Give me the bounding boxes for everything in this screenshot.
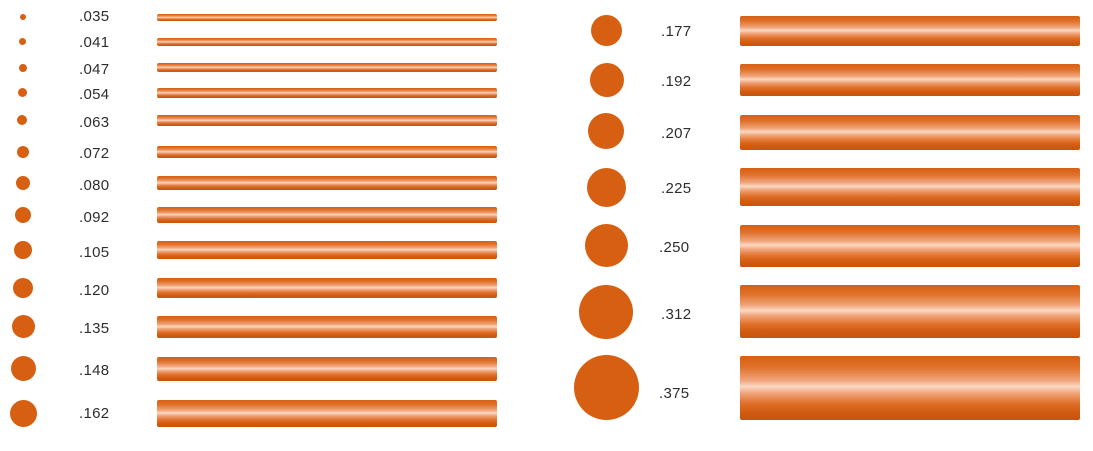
cross-section-dot <box>17 146 29 158</box>
rod-bar <box>157 115 497 126</box>
rod-bar <box>157 278 497 298</box>
cross-section-dot <box>12 315 35 338</box>
rod-bar <box>157 357 497 381</box>
size-label: .312 <box>661 306 692 323</box>
cross-section-dot <box>587 168 626 207</box>
cross-section-dot <box>19 64 27 72</box>
cross-section-dot <box>14 241 32 259</box>
cross-section-dot <box>585 224 628 267</box>
rod-bar <box>740 16 1080 46</box>
size-label: .041 <box>79 34 110 51</box>
rod-bar <box>157 146 497 158</box>
cross-section-dot <box>11 356 36 381</box>
size-label: .250 <box>659 239 690 256</box>
cross-section-dot <box>18 88 27 97</box>
size-label: .120 <box>79 282 110 299</box>
size-label: .148 <box>79 362 110 379</box>
rod-bar <box>157 63 497 72</box>
cross-section-dot <box>590 63 624 97</box>
cross-section-dot <box>19 38 26 45</box>
rod-bar <box>157 176 497 190</box>
size-label: .054 <box>79 86 110 103</box>
cross-section-dot <box>15 207 31 223</box>
cross-section-dot <box>579 285 633 339</box>
size-label: .105 <box>79 244 110 261</box>
cross-section-dot <box>10 400 37 427</box>
size-label: .207 <box>661 125 692 142</box>
rod-bar <box>157 400 497 427</box>
size-label: .225 <box>661 180 692 197</box>
rod-bar <box>157 88 497 98</box>
rod-bar <box>157 207 497 223</box>
size-label: .035 <box>79 8 110 25</box>
cross-section-dot <box>588 113 624 149</box>
size-label: .092 <box>79 209 110 226</box>
cross-section-dot <box>13 278 33 298</box>
rod-bar <box>157 38 497 46</box>
size-label: .072 <box>79 145 110 162</box>
size-label: .047 <box>79 61 110 78</box>
rod-bar <box>157 14 497 21</box>
rod-bar <box>740 115 1080 150</box>
rod-bar <box>157 241 497 259</box>
size-label: .080 <box>79 177 110 194</box>
rod-bar <box>740 356 1080 420</box>
size-label: .375 <box>659 385 690 402</box>
rod-bar <box>740 285 1080 338</box>
size-label: .063 <box>79 114 110 131</box>
cross-section-dot <box>591 15 622 46</box>
size-label: .135 <box>79 320 110 337</box>
size-label: .177 <box>661 23 692 40</box>
cross-section-dot <box>574 355 639 420</box>
cross-section-dot <box>20 14 26 20</box>
size-label: .192 <box>661 73 692 90</box>
rod-bar <box>157 316 497 338</box>
rod-bar <box>740 225 1080 267</box>
cross-section-dot <box>16 176 30 190</box>
cross-section-dot <box>17 115 27 125</box>
rod-bar <box>740 64 1080 96</box>
rod-bar <box>740 168 1080 206</box>
size-label: .162 <box>79 405 110 422</box>
